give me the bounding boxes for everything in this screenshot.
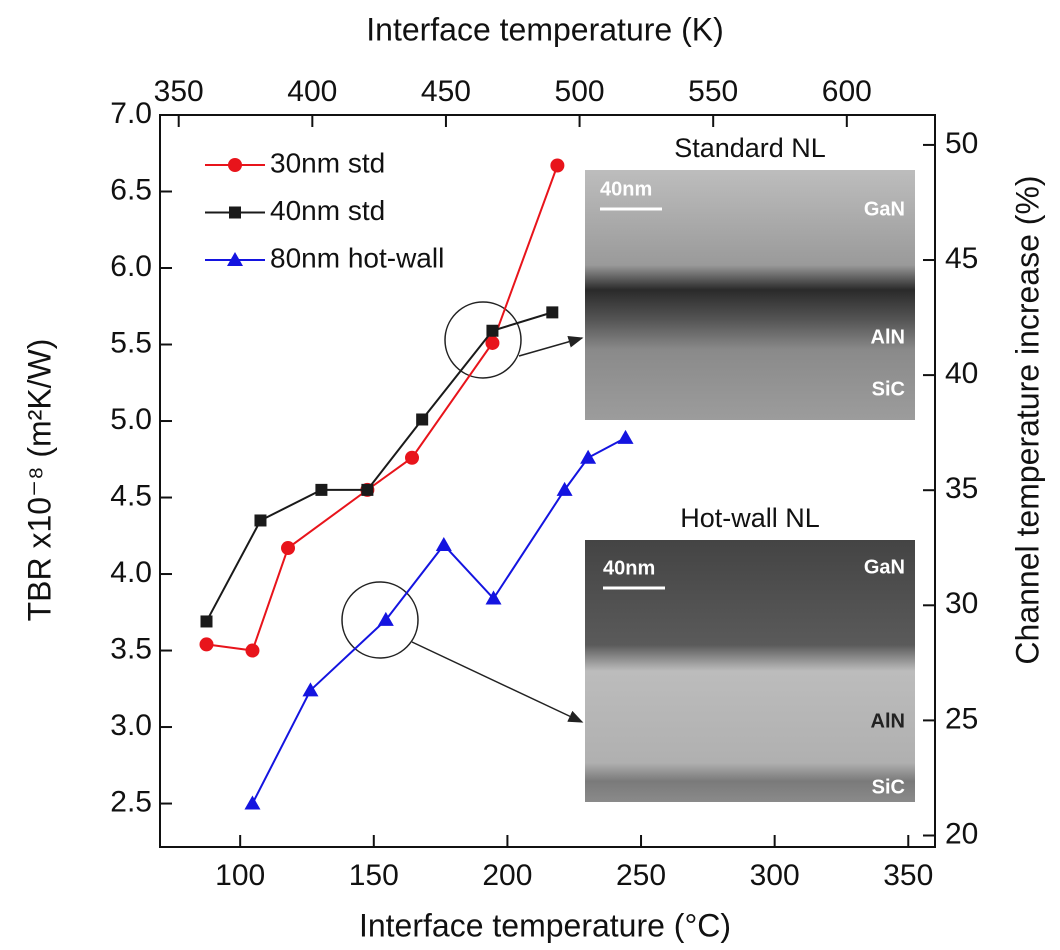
series-line: [206, 165, 559, 652]
inset-title: Standard NL: [674, 133, 826, 163]
y2-tick-label: 25: [945, 702, 978, 735]
y2-tick-label: 20: [945, 817, 978, 850]
point: [281, 541, 296, 556]
right-axis-title: Channel temperature increase (%): [1009, 175, 1045, 664]
x2-tick-label: 600: [822, 75, 872, 108]
point: [416, 413, 429, 426]
arrow: [411, 641, 584, 723]
x-tick-label: 100: [215, 859, 265, 892]
legend-marker: [229, 206, 241, 219]
left-axis-title: TBR x10⁻⁸ (m²K/W): [21, 339, 57, 622]
y-tick-label: 5.0: [110, 403, 152, 436]
y-tick-label: 5.5: [110, 326, 152, 359]
point: [580, 449, 597, 464]
y-tick-label: 4.0: [110, 556, 152, 589]
y-tick-label: 4.5: [110, 479, 152, 512]
bottom-axis-title: Interface temperature (°C): [359, 907, 731, 943]
arrow: [518, 335, 584, 357]
point: [485, 335, 500, 350]
tem-image: [585, 170, 915, 420]
y-tick-label: 7.0: [110, 97, 152, 130]
y-tick-label: 3.5: [110, 632, 152, 665]
legend-marker: [228, 158, 242, 172]
x-tick-label: 200: [482, 859, 532, 892]
top-axis-title: Interface temperature (K): [366, 11, 723, 47]
y2-tick-label: 40: [945, 357, 978, 390]
point: [254, 514, 267, 527]
x-tick-label: 150: [349, 859, 399, 892]
x2-tick-label: 450: [421, 75, 471, 108]
point: [435, 536, 452, 551]
scale-label: 40nm: [603, 557, 655, 579]
y-tick-label: 3.0: [110, 709, 152, 742]
x2-tick-label: 400: [287, 75, 337, 108]
point: [361, 483, 374, 496]
plot-frame: [159, 114, 936, 848]
point: [200, 615, 213, 628]
x-tick-label: 300: [750, 859, 800, 892]
point: [617, 429, 634, 444]
x-tick-label: 250: [616, 859, 666, 892]
y-tick-label: 6.5: [110, 173, 152, 206]
point: [199, 637, 214, 652]
layer-label: GaN: [864, 198, 905, 220]
x2-tick-label: 500: [555, 75, 605, 108]
highlight-circle: [444, 301, 522, 379]
series-line: [205, 311, 553, 622]
tem-image: [585, 540, 915, 802]
y-tick-label: 2.5: [110, 785, 152, 818]
y2-tick-label: 35: [945, 472, 978, 505]
point: [245, 643, 260, 658]
legend-label: 40nm std: [270, 195, 385, 226]
point: [485, 590, 502, 605]
point: [244, 795, 261, 810]
point: [315, 483, 328, 496]
y2-tick-label: 50: [945, 127, 978, 160]
x-tick-label: 350: [883, 859, 933, 892]
point: [377, 611, 394, 626]
y-tick-label: 6.0: [110, 250, 152, 283]
point: [302, 682, 319, 697]
legend-marker: [227, 252, 243, 266]
legend-label: 80nm hot-wall: [270, 242, 444, 273]
legend-label: 30nm std: [270, 147, 385, 178]
scale-label: 40nm: [600, 178, 652, 200]
highlight-circle: [341, 581, 419, 659]
y2-tick-label: 30: [945, 587, 978, 620]
layer-label: SiC: [872, 776, 905, 798]
inset-standard: Standard NL 40nm GaN AlN SiC: [585, 133, 915, 420]
point: [556, 481, 573, 496]
point: [405, 450, 420, 465]
x2-tick-label: 550: [688, 75, 738, 108]
point: [486, 324, 499, 337]
y2-tick-label: 45: [945, 242, 978, 275]
inset-title: Hot-wall NL: [680, 503, 820, 533]
layer-label: SiC: [872, 378, 905, 400]
layer-label: GaN: [864, 556, 905, 578]
layer-label: AlN: [871, 710, 905, 732]
layer-label: AlN: [871, 326, 905, 348]
x2-tick-label: 350: [154, 75, 204, 108]
point: [546, 306, 559, 319]
inset-hotwall: Hot-wall NL 40nm GaN AlN SiC: [585, 503, 915, 802]
point: [550, 158, 565, 173]
